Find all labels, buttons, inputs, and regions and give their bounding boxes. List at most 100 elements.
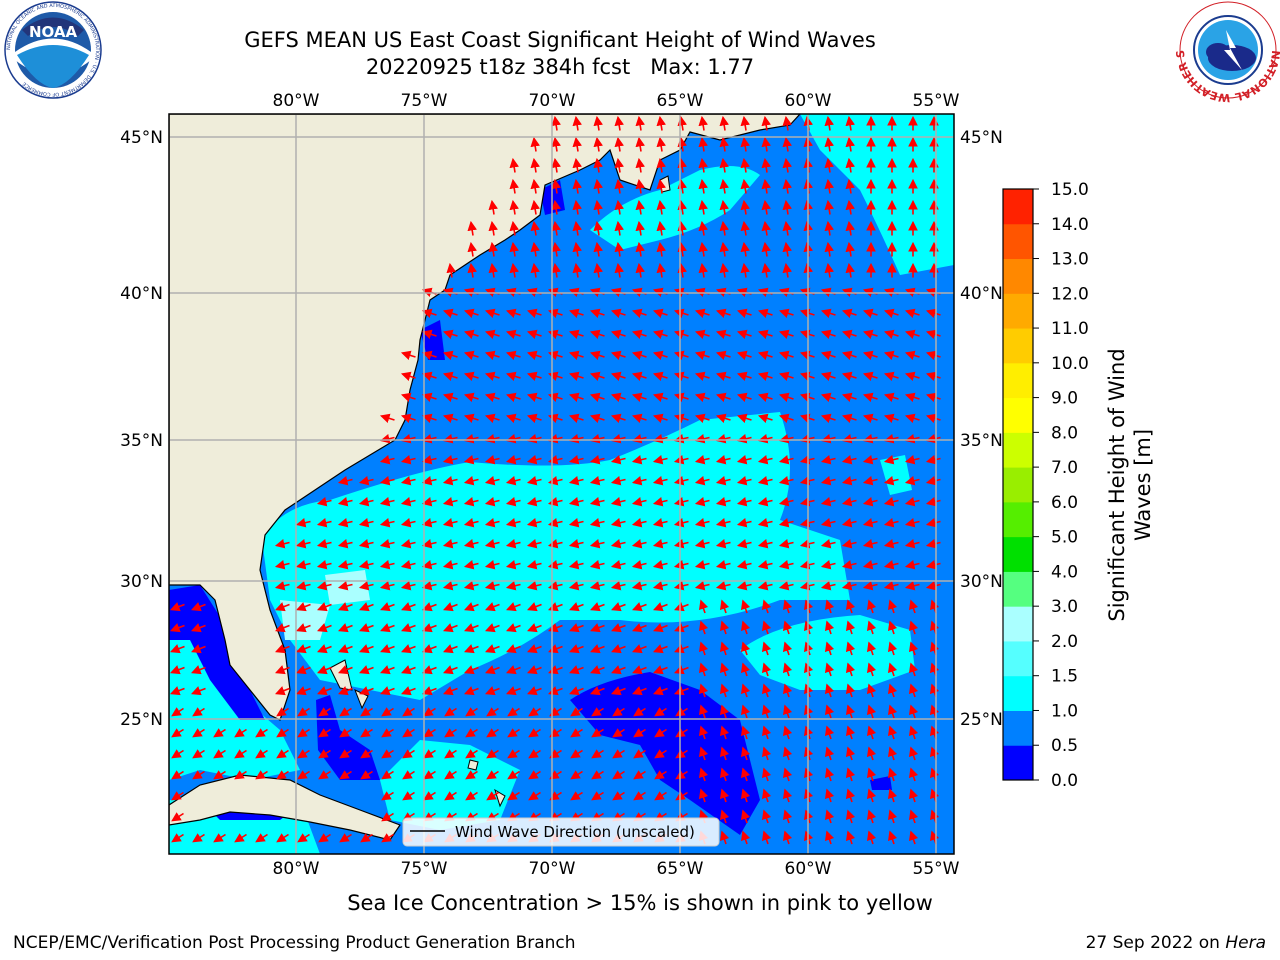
colorbar-tick-label: 7.0: [1051, 458, 1078, 478]
wind-wave-arrow: [761, 641, 772, 656]
wind-wave-arrow: [862, 476, 878, 486]
wind-wave-arrow: [590, 602, 605, 612]
colorbar-label-line1: Significant Height of Wind: [1105, 348, 1129, 621]
wind-wave-arrow: [904, 413, 920, 423]
wind-wave-arrow: [255, 749, 268, 759]
wind-wave-arrow: [191, 665, 206, 675]
wind-wave-arrow: [484, 476, 500, 486]
wind-wave-arrow: [551, 178, 561, 194]
wind-wave-arrow: [675, 749, 688, 759]
wind-wave-arrow: [610, 371, 626, 381]
wind-wave-arrow: [379, 497, 395, 507]
wind-wave-arrow: [631, 560, 647, 570]
legend-label: Wind Wave Direction (unscaled): [455, 823, 695, 841]
wind-wave-arrow: [740, 178, 750, 194]
wind-wave-arrow: [845, 662, 856, 677]
wind-wave-arrow: [360, 707, 373, 717]
wind-wave-arrow: [631, 518, 647, 528]
wind-wave-arrow: [887, 620, 898, 635]
wind-wave-arrow: [589, 350, 605, 360]
wind-wave-arrow: [782, 683, 793, 698]
wind-wave-arrow: [297, 770, 310, 780]
wind-wave-arrow: [673, 371, 689, 381]
wind-wave-arrow: [824, 241, 834, 257]
wind-wave-arrow: [379, 413, 395, 423]
wind-wave-arrow: [820, 518, 836, 528]
wind-wave-arrow: [656, 178, 666, 194]
wave-region-low: [169, 585, 265, 720]
wind-wave-arrow: [381, 749, 394, 759]
wind-wave-arrow: [862, 518, 878, 528]
map-gridlines: [169, 114, 954, 854]
wind-wave-arrow: [633, 791, 646, 801]
wind-wave-arrow: [421, 476, 437, 486]
wind-wave-arrow: [423, 707, 436, 717]
wind-wave-arrow: [908, 704, 919, 719]
wind-wave-arrow: [677, 157, 687, 173]
wind-wave-arrow: [423, 749, 436, 759]
footer-host: Hera: [1225, 933, 1266, 953]
wind-wave-arrow: [866, 704, 877, 719]
wind-wave-arrow: [591, 749, 604, 759]
wind-wave-arrow: [761, 683, 772, 698]
lon-label: 65°W: [657, 91, 704, 111]
wind-wave-arrow: [421, 350, 437, 360]
wind-wave-arrow: [904, 350, 920, 360]
wind-wave-arrow: [761, 115, 771, 131]
wind-wave-arrow: [484, 308, 500, 318]
wind-wave-arrow: [317, 686, 332, 696]
wind-wave-arrow: [736, 539, 752, 549]
wind-wave-arrow: [675, 707, 688, 717]
wind-wave-arrow: [551, 220, 561, 236]
wind-wave-arrow: [400, 539, 416, 549]
wind-wave-arrow: [337, 518, 353, 528]
wind-wave-arrow: [572, 262, 582, 278]
wind-wave-arrow: [674, 686, 689, 696]
wind-wave-arrow: [589, 518, 605, 528]
wind-wave-arrow: [360, 833, 373, 843]
wind-wave-arrow: [719, 830, 730, 845]
wind-wave-arrow: [740, 830, 751, 845]
wind-wave-arrow: [297, 707, 310, 717]
wind-wave-arrow: [359, 623, 374, 633]
colorbar-swatch: [1003, 710, 1033, 746]
wind-wave-arrow: [316, 560, 332, 570]
wind-wave-arrow: [507, 707, 520, 717]
wind-wave-arrow: [673, 539, 689, 549]
wind-wave-arrow: [694, 308, 710, 318]
colorbar-tick-label: 4.0: [1051, 562, 1078, 582]
wind-wave-arrow: [171, 749, 184, 759]
wind-wave-arrow: [824, 178, 834, 194]
land-area: [467, 759, 479, 771]
wind-wave-arrow: [402, 770, 415, 780]
wind-wave-arrow: [841, 350, 857, 360]
wind-wave-arrow: [841, 413, 857, 423]
colorbar-swatch: [1003, 467, 1033, 503]
wind-wave-arrow: [887, 767, 898, 782]
wind-wave-arrow: [698, 157, 708, 173]
wind-wave-arrow: [526, 518, 542, 528]
wind-wave-arrow: [276, 749, 289, 759]
wind-wave-arrow: [274, 539, 290, 549]
wind-wave-arrow: [740, 662, 751, 677]
wind-wave-arrow: [422, 665, 437, 675]
lon-label: 75°W: [401, 91, 448, 111]
wind-wave-arrow: [925, 581, 941, 591]
wind-wave-arrow: [505, 329, 521, 339]
wind-wave-arrow: [464, 686, 479, 696]
wind-wave-arrow: [824, 199, 834, 215]
chart-subtitle: 20220925 t18z 384h fcst Max: 1.77: [365, 55, 755, 79]
wind-wave-arrow: [757, 308, 773, 318]
wind-wave-arrow: [845, 641, 856, 656]
wind-wave-arrow: [908, 725, 919, 740]
wind-wave-arrow: [824, 620, 835, 635]
wind-wave-arrow: [442, 581, 458, 591]
wind-wave-arrow: [845, 599, 856, 614]
wind-wave-arrow: [674, 644, 689, 654]
wind-wave-arrow: [740, 220, 750, 236]
wind-wave-arrow: [782, 725, 793, 740]
wind-wave-arrow: [736, 560, 752, 570]
wind-wave-arrow: [652, 581, 668, 591]
wind-wave-arrow: [908, 830, 919, 845]
